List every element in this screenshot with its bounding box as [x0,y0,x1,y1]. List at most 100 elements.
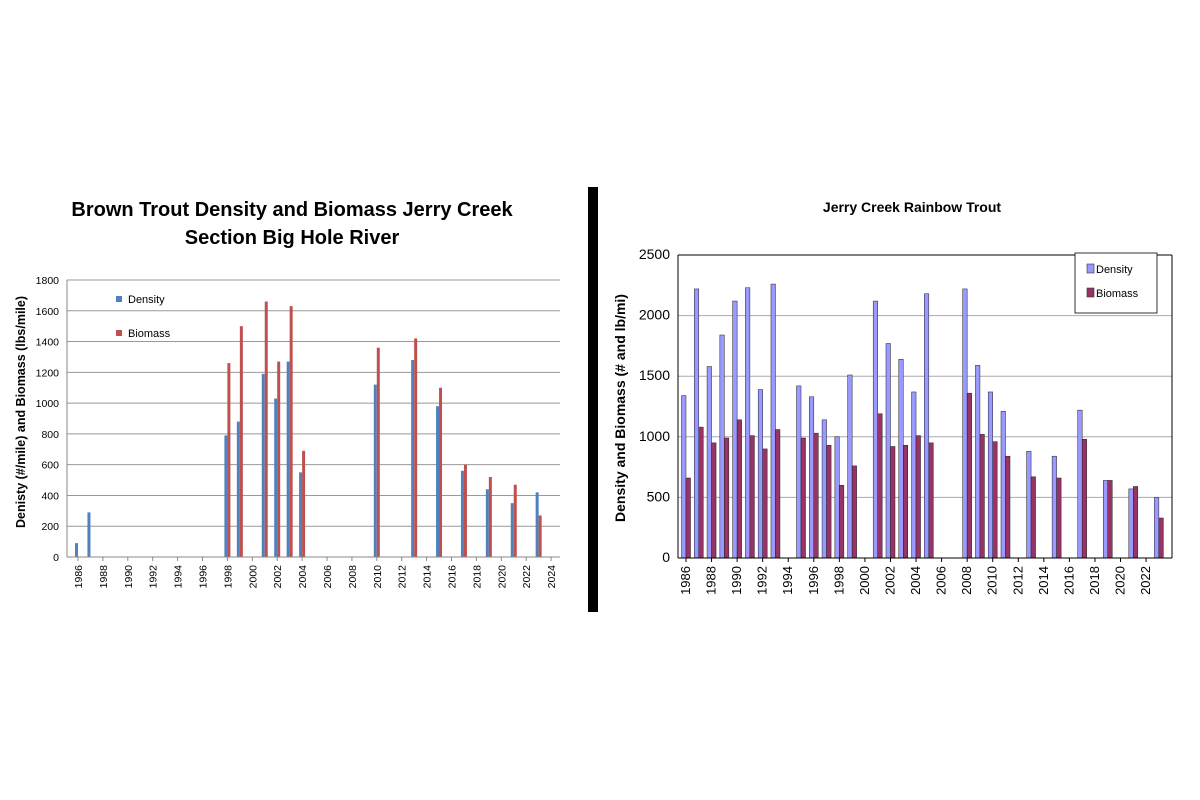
y-tick-label: 2000 [639,307,670,323]
bar-density-2023 [535,492,539,557]
legend-label-density: Density [1096,264,1133,276]
bar-biomass-2017 [1081,438,1087,559]
x-tick-label: 2016 [1061,566,1076,595]
bar-density-1999 [847,374,853,559]
bar-density-1996 [809,396,815,559]
y-tick-label: 1500 [639,367,670,383]
bar-density-2010 [987,391,993,559]
y-tick-label: 1800 [36,275,60,287]
bars [681,283,1164,559]
y-tick-labels: 0 500 1000 1500 2000 2500 [639,246,670,565]
bar-biomass-2003 [903,445,909,559]
bar-density-2013 [1026,451,1032,559]
x-tick-label: 2022 [1138,566,1153,595]
bar-density-1987 [87,512,91,557]
bar-density-2011 [1000,411,1006,559]
bar-biomass-2015 [439,387,443,557]
x-tick-label: 2010 [985,566,1000,595]
bar-biomass-2010 [992,441,998,559]
bar-biomass-1988 [711,442,717,559]
bar-biomass-1989 [724,437,730,559]
y-tick-label: 600 [41,460,59,472]
bar-density-2017 [1077,409,1083,559]
x-tick-label: 2024 [546,565,558,589]
y-tick-label: 500 [647,488,671,504]
bar-biomass-1992 [762,448,768,559]
x-tick-label: 1992 [755,566,770,595]
x-tick-label: 2002 [882,566,897,595]
x-tick-label: 1998 [222,565,234,589]
bar-biomass-2015 [1056,477,1062,559]
bar-biomass-2013 [414,338,418,557]
x-tick-labels: 1986 1988 1990 1992 1994 1996 1998 2000 2002 2004… [678,566,1153,595]
bar-biomass-1993 [775,429,781,559]
y-tick-label: 0 [53,552,59,564]
bar-density-1997 [821,419,827,559]
bar-biomass-1991 [749,435,755,559]
bar-biomass-1999 [851,465,857,559]
bar-biomass-2008 [966,392,972,559]
bar-density-1987 [694,288,700,559]
bar-biomass-1997 [826,445,832,559]
x-tick-label: 2020 [1113,566,1128,595]
y-tick-label: 1000 [639,428,670,444]
x-tick-label: 1988 [98,565,110,589]
x-tick-label: 2018 [1087,566,1102,595]
y-axis-label: Density and Biomass (# and lb/mi) [612,294,628,522]
bar-density-2021 [1128,488,1134,559]
x-tick-labels: 1986 1988 1990 1992 1994 1996 1998 2000 2002 2004… [73,565,558,589]
y-tick-label: 1000 [36,398,60,410]
x-tick-label: 1990 [123,565,135,589]
bar-density-2002 [274,398,278,557]
x-tick-label: 2014 [422,565,434,589]
x-tick-label: 2004 [297,565,309,589]
bar-density-2009 [975,365,981,559]
bar-density-2015 [1051,455,1057,559]
x-tick-label: 2004 [908,566,923,595]
bar-density-2023 [1154,497,1160,559]
bar-density-2003 [286,361,290,557]
bar-density-1986 [75,543,78,557]
brown-trout-chart: Brown Trout Density and Biomass Jerry Cr… [14,199,560,589]
divider [588,187,598,612]
legend-swatch-density [1086,263,1095,274]
legend: Density Biomass [1074,252,1158,314]
bar-density-2010 [373,384,377,557]
bar-biomass-2005 [928,442,934,559]
bar-density-2019 [485,489,489,557]
bar-density-1988 [706,366,712,559]
bar-density-2002 [885,343,891,559]
bar-density-2013 [411,360,415,557]
bar-biomass-2011 [1005,455,1011,559]
bar-density-2001 [261,373,265,557]
bar-biomass-2021 [513,484,517,557]
bar-density-1990 [732,300,738,559]
bar-biomass-1998 [227,363,231,557]
chart-title-line-1: Brown Trout Density and Biomass Jerry Cr… [71,199,513,221]
bar-biomass-2003 [289,306,293,557]
chart-title: Jerry Creek Rainbow Trout [823,199,1002,215]
bar-biomass-2023 [1158,517,1164,559]
x-tick-label: 1986 [73,565,85,589]
bar-density-2017 [460,470,464,557]
y-tick-label: 200 [41,521,59,533]
bar-density-2004 [299,472,303,557]
bar-biomass-1987 [698,426,704,559]
chart-title-line-2: Section Big Hole River [185,227,400,249]
y-axis-label: Denisty (#/mile) and Biomass (lbs/mile) [14,296,28,528]
bar-biomass-1990 [736,419,742,559]
x-tick-label: 2002 [272,565,284,589]
bar-biomass-2001 [877,413,883,559]
legend-label-biomass: Biomass [1096,288,1139,300]
bar-density-1999 [236,421,240,557]
x-tick-label: 1986 [678,566,693,595]
bar-density-1995 [796,385,802,559]
legend-box [1074,252,1158,314]
bar-density-2008 [962,288,968,559]
legend-swatch-biomass [1086,287,1095,298]
bar-biomass-2021 [1133,486,1139,559]
bar-density-1991 [745,287,751,559]
legend-label-biomass: Biomass [128,328,171,340]
bar-density-2015 [436,406,440,557]
bar-density-2001 [872,300,878,559]
